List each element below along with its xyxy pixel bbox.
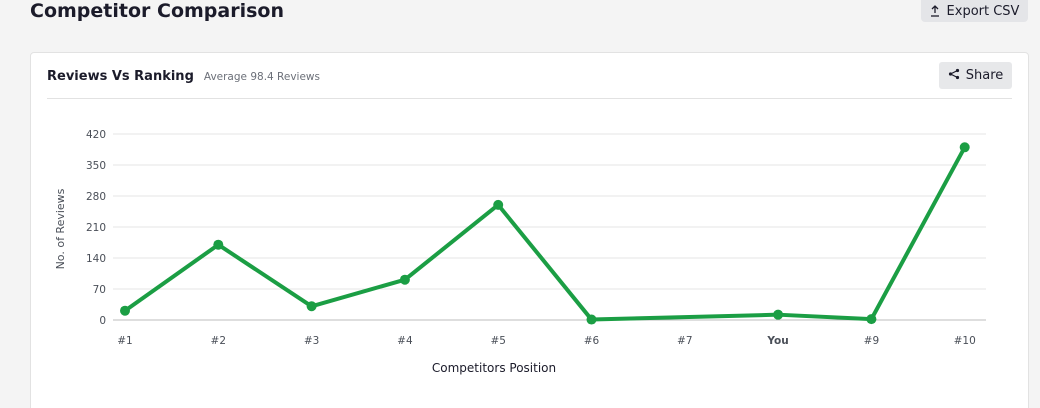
y-axis-title: No. of Reviews (54, 188, 67, 269)
x-tick-label: #2 (211, 335, 226, 347)
x-tick-label: #6 (584, 335, 600, 347)
x-tick-label: #9 (864, 335, 879, 347)
y-tick-label: 210 (86, 222, 106, 234)
x-tick-label: #7 (677, 335, 692, 347)
export-csv-button[interactable]: Export CSV (921, 0, 1028, 22)
reviews-line-chart: 0 70 140 210 280 350 420 #1 #2 #3 #4 #5 #6 #7 You #9 #10… (54, 129, 986, 375)
data-point (773, 309, 784, 320)
x-tick-label: #10 (954, 335, 976, 347)
y-tick-label: 70 (93, 284, 106, 296)
data-point (866, 314, 877, 325)
data-point (306, 301, 317, 312)
x-tick-label: You (766, 335, 788, 347)
data-point (213, 239, 224, 250)
x-tick-label: #1 (117, 335, 132, 347)
card-divider (47, 98, 1012, 99)
chart-subtitle: Average 98.4 Reviews (203, 71, 320, 83)
data-point (493, 199, 504, 210)
series-line (123, 145, 967, 322)
x-tick-label: #5 (490, 335, 505, 347)
y-tick-label: 140 (86, 253, 106, 265)
data-point (120, 305, 130, 316)
export-csv-label: Export CSV (946, 3, 1020, 19)
data-point (586, 314, 597, 325)
y-tick-label: 420 (86, 129, 106, 141)
y-tick-label: 280 (86, 191, 106, 203)
page-title: Competitor Comparison (30, 0, 284, 22)
data-point (959, 142, 970, 153)
y-tick-label: 0 (99, 315, 106, 327)
x-axis-title: Competitors Position (432, 361, 556, 375)
data-point (399, 274, 410, 285)
upload-icon (930, 5, 940, 17)
card-header: Reviews Vs Ranking Average 98.4 Reviews (47, 69, 320, 84)
x-tick-label: #4 (397, 335, 413, 347)
share-icon (948, 68, 960, 84)
chart-title: Reviews Vs Ranking (47, 69, 194, 84)
x-tick-label: #3 (304, 335, 319, 347)
share-label: Share (965, 68, 1004, 83)
y-tick-label: 350 (86, 160, 106, 172)
chart-card: Reviews Vs Ranking Average 98.4 Reviews … (30, 52, 1029, 408)
share-button[interactable]: Share (939, 62, 1012, 89)
